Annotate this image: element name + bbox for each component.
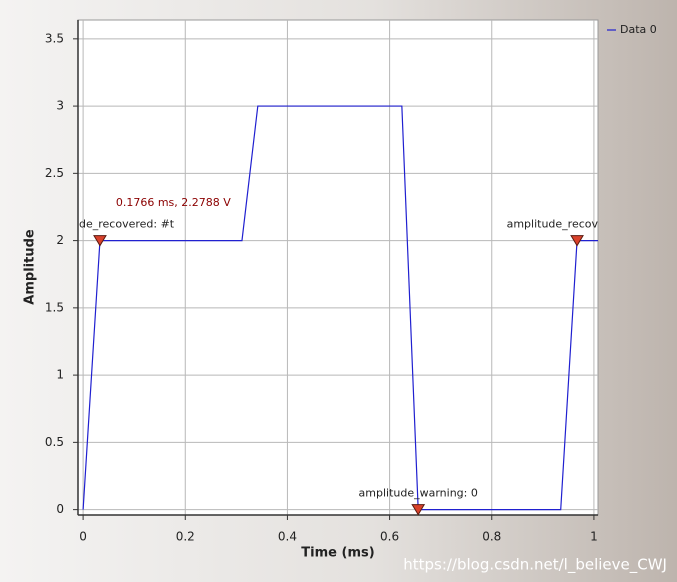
y-tick-label: 0.5 xyxy=(45,435,64,449)
marker xyxy=(570,235,584,247)
y-axis-title: Amplitude xyxy=(23,229,38,305)
legend-label: Data 0 xyxy=(620,23,657,36)
y-tick-label: 3.5 xyxy=(45,31,64,45)
x-tick-label: 0.8 xyxy=(482,530,501,544)
plot-layer xyxy=(82,105,598,511)
marker-label: amplitude_warning: 0 xyxy=(359,487,478,500)
y-tick-label: 1.5 xyxy=(45,300,64,314)
x-tick-label: 0.6 xyxy=(380,530,399,544)
y-tick-label: 2 xyxy=(56,233,64,247)
y-tick-label: 1 xyxy=(56,368,64,382)
y-tick-label: 3 xyxy=(56,99,64,113)
y-tick-label: 2.5 xyxy=(45,166,64,180)
marker xyxy=(93,235,107,247)
marker-label: de_recovered: #t xyxy=(79,218,175,231)
marker-label: amplitude_recov xyxy=(507,218,599,231)
x-tick-label: 0.2 xyxy=(176,530,195,544)
data-line xyxy=(82,105,598,511)
marker xyxy=(411,504,426,516)
x-axis-title: Time (ms) xyxy=(301,546,374,561)
y-tick-label: 0 xyxy=(56,502,64,516)
watermark: https://blog.csdn.net/l_believe_CWJ xyxy=(403,556,667,575)
x-tick-label: 0.4 xyxy=(278,530,297,544)
x-tick-label: 0 xyxy=(79,530,87,544)
annotation: 0.1766 ms, 2.2788 V xyxy=(116,196,231,209)
plot-area xyxy=(77,19,599,516)
x-tick-label: 1 xyxy=(590,530,598,544)
